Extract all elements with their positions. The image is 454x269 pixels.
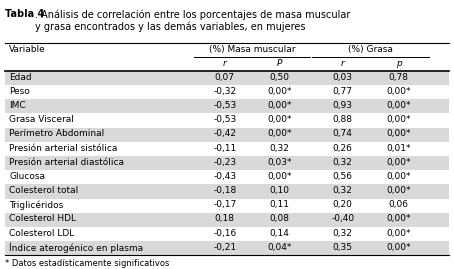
Bar — [5, 71, 449, 85]
Bar — [5, 241, 449, 255]
Text: 0,08: 0,08 — [269, 214, 289, 224]
Text: 0,32: 0,32 — [333, 158, 353, 167]
Bar — [5, 170, 449, 185]
Text: 0,77: 0,77 — [333, 87, 353, 96]
Text: -0,43: -0,43 — [213, 172, 236, 181]
Text: -0,23: -0,23 — [213, 158, 236, 167]
Text: Triglicéridos: Triglicéridos — [9, 200, 63, 210]
Text: Peso: Peso — [9, 87, 30, 96]
Text: P: P — [276, 59, 282, 68]
Text: 0,32: 0,32 — [333, 186, 353, 195]
Text: 0,00*: 0,00* — [386, 243, 411, 252]
Text: 0,20: 0,20 — [333, 200, 353, 209]
Text: Colesterol total: Colesterol total — [9, 186, 79, 195]
Text: -0,42: -0,42 — [213, 129, 236, 138]
Text: Glucosa: Glucosa — [9, 172, 45, 181]
Text: 0,93: 0,93 — [333, 101, 353, 110]
Text: Índice aterogénico en plasma: Índice aterogénico en plasma — [9, 243, 143, 253]
Text: Grasa Visceral: Grasa Visceral — [9, 115, 74, 124]
Text: 0,10: 0,10 — [269, 186, 289, 195]
Text: 0,01*: 0,01* — [386, 144, 411, 153]
Text: 0,00*: 0,00* — [386, 87, 411, 96]
Text: 0,00*: 0,00* — [386, 101, 411, 110]
Text: 0,00*: 0,00* — [386, 172, 411, 181]
Text: Perímetro Abdominal: Perímetro Abdominal — [9, 129, 104, 138]
Text: 0,00*: 0,00* — [386, 186, 411, 195]
Text: 0,00*: 0,00* — [386, 229, 411, 238]
Bar — [5, 213, 449, 227]
Text: 0,88: 0,88 — [333, 115, 353, 124]
Text: Presión arterial sistólica: Presión arterial sistólica — [9, 144, 118, 153]
Text: r: r — [223, 59, 227, 68]
Text: 0,74: 0,74 — [333, 129, 353, 138]
Bar — [5, 114, 449, 128]
Bar — [5, 199, 449, 213]
Text: 0,56: 0,56 — [333, 172, 353, 181]
Text: . Análisis de correlación entre los porcentajes de masa muscular
y grasa encontr: . Análisis de correlación entre los porc… — [35, 9, 351, 32]
Text: Presión arterial diastólica: Presión arterial diastólica — [9, 158, 124, 167]
Text: -0,53: -0,53 — [213, 101, 237, 110]
Text: 0,00*: 0,00* — [386, 158, 411, 167]
Text: p: p — [396, 59, 401, 68]
Text: 0,00*: 0,00* — [386, 129, 411, 138]
Text: -0,32: -0,32 — [213, 87, 236, 96]
Text: -0,17: -0,17 — [213, 200, 237, 209]
Bar — [5, 85, 449, 99]
Text: 0,11: 0,11 — [269, 200, 289, 209]
Text: 0,78: 0,78 — [389, 73, 409, 82]
Text: Variable: Variable — [9, 45, 46, 54]
Text: -0,53: -0,53 — [213, 115, 237, 124]
Text: * Datos estadísticamente significativos: * Datos estadísticamente significativos — [5, 259, 169, 268]
Text: 0,00*: 0,00* — [267, 87, 291, 96]
Text: Colesterol LDL: Colesterol LDL — [9, 229, 74, 238]
Text: Edad: Edad — [9, 73, 32, 82]
Text: 0,50: 0,50 — [269, 73, 289, 82]
Text: 0,32: 0,32 — [269, 144, 289, 153]
Text: r: r — [341, 59, 345, 68]
Text: 0,14: 0,14 — [269, 229, 289, 238]
Text: 0,00*: 0,00* — [267, 172, 291, 181]
Text: Tabla 4: Tabla 4 — [5, 9, 44, 19]
Bar — [5, 227, 449, 241]
Bar — [5, 156, 449, 170]
Text: -0,21: -0,21 — [213, 243, 236, 252]
Text: 0,06: 0,06 — [389, 200, 409, 209]
Text: 0,32: 0,32 — [333, 229, 353, 238]
Text: 0,00*: 0,00* — [267, 101, 291, 110]
Text: -0,16: -0,16 — [213, 229, 237, 238]
Text: 0,00*: 0,00* — [267, 115, 291, 124]
Bar — [5, 99, 449, 114]
Text: -0,18: -0,18 — [213, 186, 237, 195]
Text: Colesterol HDL: Colesterol HDL — [9, 214, 76, 224]
Text: (%) Grasa: (%) Grasa — [348, 45, 393, 54]
Bar — [5, 128, 449, 142]
Text: IMC: IMC — [9, 101, 26, 110]
Text: -0,11: -0,11 — [213, 144, 237, 153]
Text: 0,00*: 0,00* — [386, 214, 411, 224]
Text: 0,04*: 0,04* — [267, 243, 291, 252]
Text: 0,00*: 0,00* — [267, 129, 291, 138]
Text: (%) Masa muscular: (%) Masa muscular — [209, 45, 295, 54]
Text: 0,03: 0,03 — [333, 73, 353, 82]
Text: 0,26: 0,26 — [333, 144, 353, 153]
Bar — [5, 185, 449, 199]
Text: -0,40: -0,40 — [331, 214, 354, 224]
Text: 0,00*: 0,00* — [386, 115, 411, 124]
Text: 0,07: 0,07 — [215, 73, 235, 82]
Text: 0,03*: 0,03* — [267, 158, 291, 167]
Text: 0,35: 0,35 — [333, 243, 353, 252]
Text: 0,18: 0,18 — [215, 214, 235, 224]
Bar — [5, 142, 449, 156]
